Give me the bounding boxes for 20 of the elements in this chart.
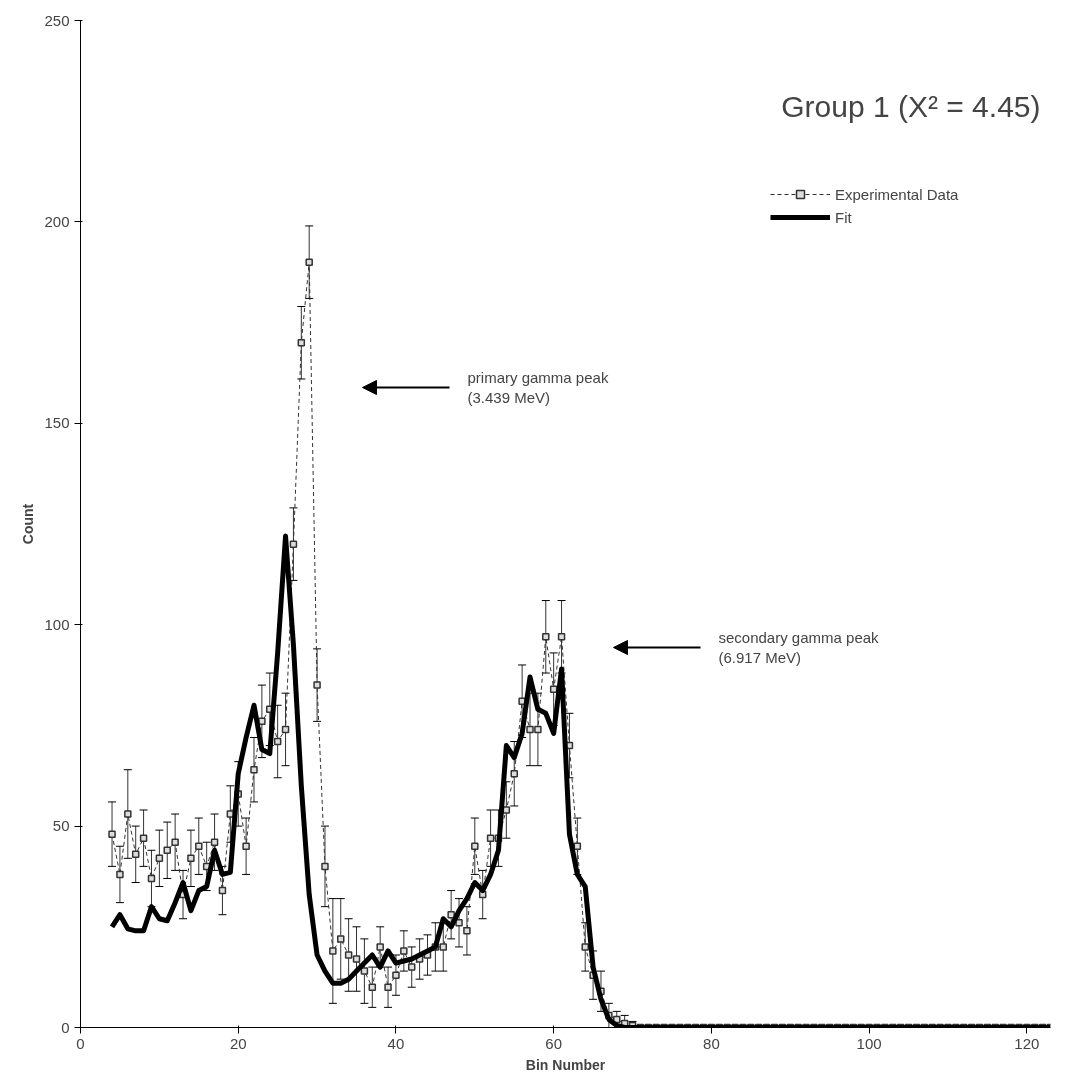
y-tick-label: 150	[44, 414, 70, 432]
x-tick-label: 40	[387, 1034, 405, 1052]
y-tick-label: 250	[44, 11, 70, 29]
annotation: primary gamma peak (3.439 MeV)	[467, 368, 609, 406]
x-axis-title: Bin Number	[525, 1056, 606, 1073]
y-tick-label: 100	[44, 615, 70, 633]
y-tick-label: 200	[44, 212, 70, 230]
x-tick-label: 60	[545, 1034, 563, 1052]
y-tick-label: 50	[52, 817, 70, 835]
legend-label: Experimental Data	[835, 185, 959, 203]
annotation: secondary gamma peak (6.917 MeV)	[718, 628, 880, 666]
text: Group 1 (X² = 4.45)	[781, 89, 1041, 123]
x-tick-label: 20	[229, 1034, 247, 1052]
x-tick-label: 120	[1014, 1034, 1040, 1052]
y-tick-label: 0	[61, 1018, 70, 1036]
x-tick-label: 100	[856, 1034, 882, 1052]
x-tick-label: 0	[76, 1034, 85, 1052]
y-axis-title: Count	[20, 503, 37, 545]
x-tick-label: 80	[703, 1034, 720, 1052]
legend-label: Fit	[835, 208, 853, 226]
